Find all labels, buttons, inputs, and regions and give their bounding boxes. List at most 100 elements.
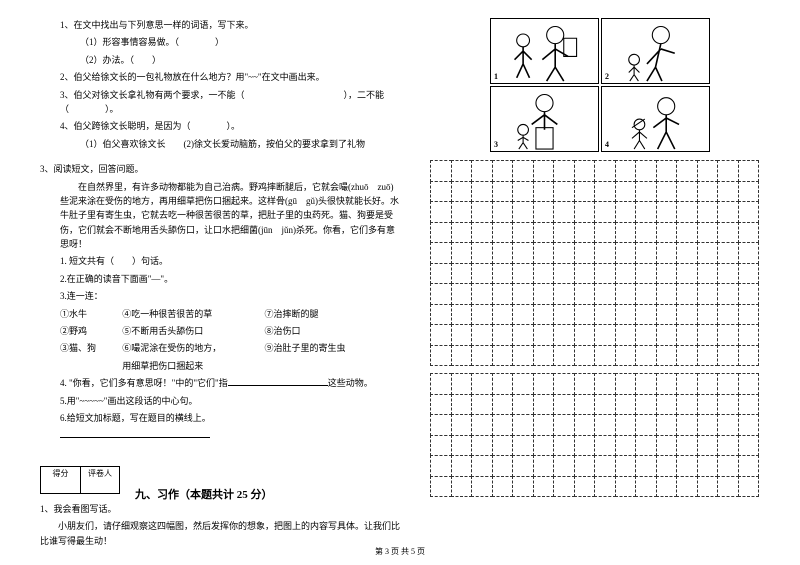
- writing-cell: [430, 435, 452, 457]
- writing-cell: [430, 373, 452, 395]
- writing-cell: [594, 160, 616, 182]
- writing-cell: [656, 304, 678, 326]
- writing-cell: [533, 201, 555, 223]
- right-column: 1 2 3: [430, 18, 760, 551]
- writing-cell: [471, 455, 493, 477]
- q1-line: （1）形容事情容易做。（ ）: [40, 35, 400, 49]
- writing-cell: [533, 263, 555, 285]
- writing-cell: [717, 242, 739, 264]
- writing-cell: [635, 373, 657, 395]
- writing-cell: [430, 181, 452, 203]
- writing-cell: [533, 476, 555, 498]
- writing-cell: [738, 455, 760, 477]
- writing-cell: [676, 435, 698, 457]
- writing-cell: [697, 201, 719, 223]
- writing-cell: [492, 414, 514, 436]
- writing-cell: [512, 304, 534, 326]
- writing-cell: [615, 304, 637, 326]
- writing-cell: [615, 160, 637, 182]
- writing-cell: [574, 222, 596, 244]
- writing-cell: [635, 181, 657, 203]
- writing-cell: [512, 414, 534, 436]
- writing-cell: [676, 181, 698, 203]
- writing-cell: [451, 160, 473, 182]
- writing-cell: [697, 414, 719, 436]
- writing-cell: [430, 455, 452, 477]
- writing-cell: [533, 414, 555, 436]
- match-cell: ③猫、狗: [60, 341, 120, 355]
- section-row: 得分 评卷人 九、习作（本题共计 25 分）: [40, 446, 400, 502]
- writing-cell: [533, 455, 555, 477]
- writing-cell: [492, 181, 514, 203]
- comic-panel-3: 3: [490, 86, 599, 152]
- writing-cell: [676, 242, 698, 264]
- writing-cell: [553, 414, 575, 436]
- writing-cell: [512, 222, 534, 244]
- writing-cell: [717, 324, 739, 346]
- q1-line: 2、伯父给徐文长的一包礼物放在什么地方？用"~~"在文中画出来。: [40, 70, 400, 84]
- writing-cell: [676, 373, 698, 395]
- writing-cell: [594, 201, 616, 223]
- writing-cell: [512, 324, 534, 346]
- panel-number: 1: [494, 72, 498, 81]
- writing-cell: [533, 181, 555, 203]
- writing-cell: [697, 324, 719, 346]
- writing-cell: [738, 304, 760, 326]
- writing-cell: [533, 160, 555, 182]
- writing-cell: [697, 242, 719, 264]
- writing-cell: [656, 283, 678, 305]
- writing-cell: [697, 476, 719, 498]
- writing-cell: [492, 283, 514, 305]
- q3-passage: 在自然界里，有许多动物都能为自己治病。野鸡摔断腿后，它就会嘬(zhuō zuō)…: [40, 180, 400, 252]
- writing-cell: [594, 476, 616, 498]
- writing-cell: [533, 373, 555, 395]
- q3-sub: 4. "你看，它们多有意思呀！"中的"它们"指这些动物。: [40, 376, 400, 390]
- writing-cell: [492, 160, 514, 182]
- match-row: ②野鸡 ⑤不断用舌头舔伤口 ⑧治伤口: [40, 324, 400, 338]
- writing-cell: [430, 160, 452, 182]
- writing-cell: [533, 222, 555, 244]
- comic-grid: 1 2 3: [490, 18, 710, 148]
- writing-cell: [697, 304, 719, 326]
- writing-cell: [471, 263, 493, 285]
- writing-cell: [430, 263, 452, 285]
- q3-sub: 2.在正确的读音下面画"—"。: [40, 272, 400, 286]
- writing-cell: [635, 242, 657, 264]
- writing-cell: [656, 455, 678, 477]
- writing-cell: [512, 455, 534, 477]
- match-row: 用细草把伤口捆起来: [40, 359, 400, 373]
- writing-cell: [635, 414, 657, 436]
- q3-sub: 6.给短文加标题，写在题目的横线上。: [40, 411, 400, 425]
- comic-illustration: [491, 19, 598, 83]
- writing-cell: [430, 222, 452, 244]
- writing-grid-2: [430, 373, 758, 496]
- writing-cell: [676, 201, 698, 223]
- writing-cell: [697, 160, 719, 182]
- writing-cell: [512, 242, 534, 264]
- writing-cell: [635, 435, 657, 457]
- writing-cell: [553, 181, 575, 203]
- writing-cell: [635, 263, 657, 285]
- writing-cell: [512, 201, 534, 223]
- writing-cell: [738, 242, 760, 264]
- writing-cell: [574, 345, 596, 367]
- writing-line: 小朋友们，请仔细观察这四幅图，然后发挥你的想象，把图上的内容写具体。让我们比比谁…: [40, 519, 400, 548]
- writing-cell: [738, 345, 760, 367]
- writing-cell: [492, 304, 514, 326]
- panel-number: 4: [605, 140, 609, 149]
- writing-cell: [451, 414, 473, 436]
- writing-cell: [533, 242, 555, 264]
- writing-cell: [471, 394, 493, 416]
- writing-cell: [615, 394, 637, 416]
- writing-cell: [697, 283, 719, 305]
- writing-cell: [676, 394, 698, 416]
- writing-cell: [635, 455, 657, 477]
- writing-cell: [574, 304, 596, 326]
- writing-cell: [656, 435, 678, 457]
- writing-cell: [553, 222, 575, 244]
- writing-cell: [717, 414, 739, 436]
- writing-cell: [430, 324, 452, 346]
- writing-cell: [574, 181, 596, 203]
- writing-cell: [615, 373, 637, 395]
- writing-cell: [697, 435, 719, 457]
